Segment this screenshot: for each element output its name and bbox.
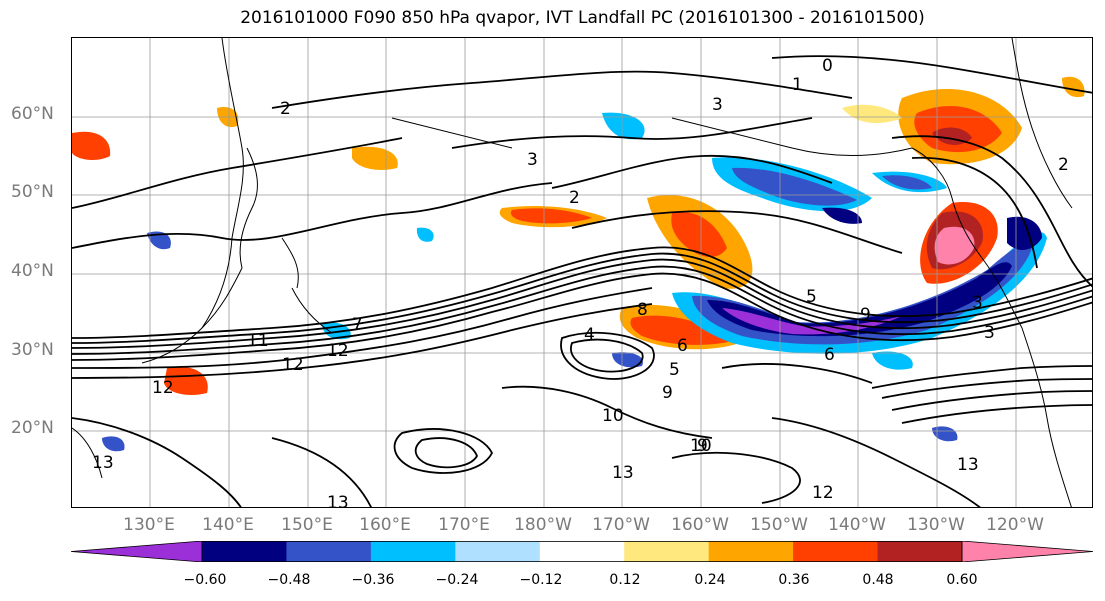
lon-label-120w: 120°W	[986, 515, 1044, 535]
contour-label: 13	[92, 453, 114, 473]
lon-label-160e: 160°E	[359, 515, 411, 535]
colorbar-tick: 0.48	[862, 572, 894, 588]
contour-label: 7	[352, 315, 363, 335]
contour-labels: 0 1 2 2 3 3 3 2 4 5 6 7 8 9 9 10 10 11 1…	[92, 56, 1069, 508]
colorbar-tick: −0.12	[519, 572, 563, 588]
contour-label: 12	[812, 483, 834, 503]
contour-label: 4	[584, 325, 595, 345]
contour-label: 10	[602, 406, 624, 426]
lon-label-150e: 150°E	[281, 515, 333, 535]
contour-label: 12	[152, 378, 174, 398]
lon-label-170w: 170°W	[592, 515, 650, 535]
contour-label: 12	[327, 341, 349, 361]
contour-label: 12	[282, 355, 304, 375]
colorbar-tick: 0.36	[778, 572, 810, 588]
colorbar-tick: 0.12	[609, 572, 641, 588]
colorbar-tick: 0.60	[946, 572, 978, 588]
contour-label: 6	[824, 345, 835, 365]
contour-label: 3	[984, 323, 995, 343]
contour-label: 13	[957, 455, 979, 475]
colorbar-cell	[455, 541, 541, 562]
lon-label-140w: 140°W	[828, 515, 886, 535]
lat-label-20n: 20°N	[11, 418, 54, 438]
colorbar-extend-min	[71, 541, 203, 562]
colorbar-cell	[202, 541, 287, 562]
contour-label: 5	[806, 287, 817, 307]
contour-label: 2	[569, 188, 580, 208]
colorbar-cell	[708, 541, 794, 562]
colorbar-cell	[624, 541, 710, 562]
colorbar-cell	[539, 541, 625, 562]
map-panel: 0 1 2 2 3 3 3 2 4 5 6 7 8 9 9 10 10 11 1…	[71, 37, 1093, 508]
lon-label-170e: 170°E	[438, 515, 490, 535]
lon-label-140e: 140°E	[202, 515, 254, 535]
lon-label-130w: 130°W	[907, 515, 965, 535]
contour-label: 0	[822, 56, 833, 76]
colorbar-cells	[71, 541, 1093, 562]
contour-label: 3	[712, 95, 723, 115]
coastlines	[72, 38, 1073, 507]
contour-label: 3	[972, 293, 983, 313]
colorbar-cell	[370, 541, 456, 562]
lat-label-30n: 30°N	[11, 340, 54, 360]
lat-label-50n: 50°N	[11, 182, 54, 202]
colorbar-cell	[286, 541, 372, 562]
contour-label: 9	[662, 383, 673, 403]
contour-label: 5	[669, 360, 680, 380]
colorbar-tick: −0.24	[435, 572, 479, 588]
lat-label-60n: 60°N	[11, 104, 54, 124]
lon-label-180w: 180°W	[514, 515, 572, 535]
contour-label: 8	[637, 300, 648, 320]
lon-label-130e: 130°E	[123, 515, 175, 535]
contour-label: 6	[677, 336, 688, 356]
colorbar-extend-max	[961, 541, 1093, 562]
lat-label-40n: 40°N	[11, 261, 54, 281]
contour-label: 3	[527, 150, 538, 170]
contour-label: 13	[327, 493, 349, 508]
colorbar-tick: 0.24	[694, 572, 726, 588]
contour-label: 11	[247, 331, 269, 351]
map-canvas: 0 1 2 2 3 3 3 2 4 5 6 7 8 9 9 10 10 11 1…	[72, 38, 1092, 508]
lon-label-150w: 150°W	[750, 515, 808, 535]
contour-label: 2	[280, 99, 291, 119]
map-grid	[72, 38, 1092, 507]
ivt-contours	[72, 55, 1092, 507]
colorbar-cell	[877, 541, 963, 562]
map-title: 2016101000 F090 850 hPa qvapor, IVT Land…	[240, 8, 925, 28]
colorbar-tick: −0.60	[183, 572, 227, 588]
contour-label: 10	[690, 436, 712, 456]
contour-label: 13	[612, 463, 634, 483]
colorbar	[71, 541, 1093, 562]
contour-label: 9	[697, 436, 708, 456]
contour-label: 2	[1058, 155, 1069, 175]
lon-label-160w: 160°W	[671, 515, 729, 535]
contour-label: 9	[860, 305, 871, 325]
colorbar-outline	[201, 541, 963, 562]
colorbar-cell	[793, 541, 879, 562]
contour-label: 1	[792, 75, 803, 95]
colorbar-tick: −0.48	[267, 572, 311, 588]
colorbar-tick: −0.36	[351, 572, 395, 588]
